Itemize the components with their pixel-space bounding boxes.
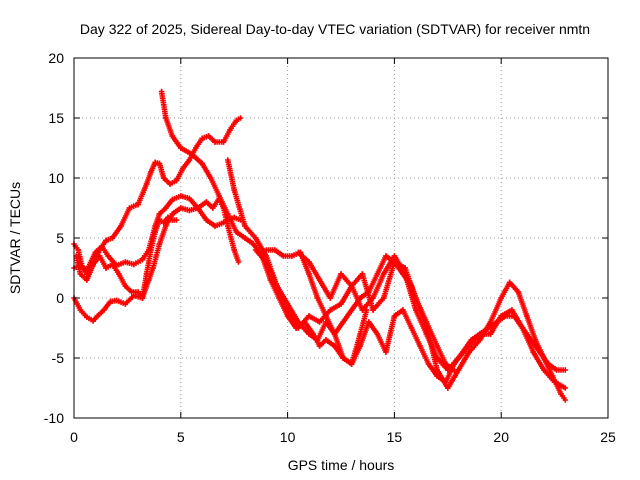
series-line xyxy=(160,90,368,365)
series-track-5 xyxy=(158,88,370,367)
y-tick-label: 5 xyxy=(56,230,64,246)
x-tick-label: 25 xyxy=(600,429,616,445)
x-tick-label: 15 xyxy=(387,429,403,445)
data-point xyxy=(237,115,244,121)
data-point xyxy=(562,397,569,403)
x-tick-label: 10 xyxy=(280,429,296,445)
series-track-9 xyxy=(295,249,569,391)
data-point xyxy=(562,385,569,391)
y-axis-label: SDTVAR / TECUs xyxy=(7,182,23,294)
series-line xyxy=(254,249,567,383)
y-tick-label: -5 xyxy=(52,350,65,366)
series-layer xyxy=(71,88,569,403)
y-tick-label: 10 xyxy=(48,170,64,186)
data-point xyxy=(173,217,180,223)
series-track-4 xyxy=(73,214,180,301)
axes: 0 5 10 15 20 25 -10 -5 0 5 10 15 20 xyxy=(44,50,616,445)
y-tick-label: 20 xyxy=(48,50,64,66)
x-tick-label: 20 xyxy=(493,429,509,445)
x-tick-label: 0 xyxy=(70,429,78,445)
series-track-6 xyxy=(225,157,457,373)
series-line xyxy=(227,159,456,371)
series-track-7 xyxy=(252,247,569,385)
y-tick-label: -10 xyxy=(44,410,64,426)
x-tick-label: 5 xyxy=(177,429,185,445)
x-axis-label: GPS time / hours xyxy=(288,457,395,473)
y-tick-label: 0 xyxy=(56,290,64,306)
chart-title: Day 322 of 2025, Sidereal Day-to-day VTE… xyxy=(80,21,590,37)
y-tick-label: 15 xyxy=(48,110,64,126)
data-point xyxy=(562,367,569,373)
data-point xyxy=(235,259,242,265)
